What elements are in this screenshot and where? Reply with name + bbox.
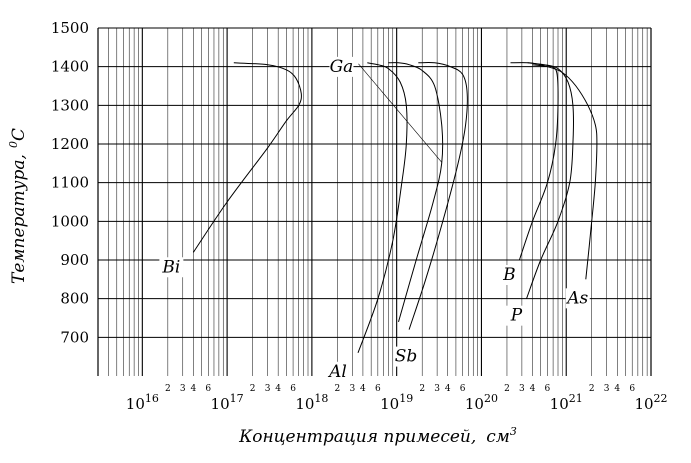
- x-minor-tick-label: 3: [434, 384, 440, 394]
- label-background: [329, 56, 354, 77]
- curve-p: [526, 62, 574, 299]
- label-background: [394, 346, 419, 367]
- x-axis-title: Концентрация примесей, см3: [238, 425, 517, 447]
- y-tick-label: 900: [60, 251, 89, 269]
- x-minor-tick-label: 2: [335, 384, 341, 394]
- curve-label-al: Al: [327, 362, 347, 382]
- x-minor-tick-label: 6: [629, 384, 635, 394]
- curve-al: [357, 62, 408, 353]
- x-tick-label: 1020: [465, 392, 498, 413]
- curve-bi: [192, 62, 302, 253]
- x-minor-tick-label: 6: [545, 384, 551, 394]
- y-tick-label: 1400: [51, 58, 89, 76]
- x-tick-label: 1018: [295, 392, 328, 413]
- tick-labels: 700 800 900 1000 1100 1200 1300 1400 1500 1016 101…: [51, 19, 668, 413]
- y-tick-label: 1200: [51, 135, 89, 153]
- y-tick-label: 1100: [51, 174, 89, 192]
- x-minor-tick-label: 3: [604, 384, 610, 394]
- x-tick-label: 1016: [126, 392, 159, 413]
- x-tick-label: 1017: [211, 392, 244, 413]
- x-minor-tick-label: 6: [460, 384, 466, 394]
- x-minor-tick-label: 6: [290, 384, 296, 394]
- curve-sb: [408, 62, 468, 330]
- curve-label-as: As: [565, 288, 588, 308]
- y-tick-label: 1500: [51, 19, 89, 37]
- x-minor-tick-label: 4: [191, 384, 197, 394]
- series-labels: Bi Al Ga Sb B P As: [159, 56, 590, 382]
- x-minor-tick-label: 2: [165, 384, 171, 394]
- label-background: [159, 257, 184, 278]
- grid: [97, 27, 651, 376]
- axes: [97, 28, 652, 376]
- label-background: [504, 305, 529, 326]
- curve-label-ga: Ga: [330, 57, 354, 77]
- ga-leader-line: [358, 63, 442, 163]
- x-minor-tick-label: 2: [250, 384, 256, 394]
- x-minor-tick-label: 3: [180, 384, 186, 394]
- x-minor-tick-label: 6: [375, 384, 381, 394]
- curve-label-sb: Sb: [395, 347, 418, 367]
- x-minor-tick-label: 2: [504, 384, 510, 394]
- curve-label-b: B: [502, 265, 516, 285]
- x-minor-tick-label: 3: [265, 384, 271, 394]
- x-minor-tick-label: 4: [530, 384, 536, 394]
- x-minor-tick-label: 4: [275, 384, 281, 394]
- label-background: [497, 265, 522, 285]
- x-minor-tick-label: 3: [519, 384, 525, 394]
- y-tick-label: 700: [60, 328, 89, 346]
- curve-as: [532, 64, 598, 280]
- label-background: [565, 288, 590, 309]
- x-minor-tick-label: 4: [614, 384, 620, 394]
- curve-label-p: P: [510, 306, 523, 326]
- y-axis-title: Температура,0C: [7, 128, 29, 284]
- x-minor-tick-label: 6: [205, 384, 211, 394]
- label-background: [326, 361, 351, 382]
- y-tick-label: 1000: [51, 212, 89, 230]
- curve-b: [510, 62, 559, 261]
- series-curves: [192, 62, 598, 353]
- y-tick-label: 800: [60, 290, 89, 308]
- x-minor-tick-label: 3: [349, 384, 355, 394]
- x-minor-tick-label: 4: [445, 384, 451, 394]
- curve-label-bi: Bi: [161, 257, 180, 277]
- x-tick-label: 1021: [550, 392, 583, 413]
- curve-ga: [388, 62, 444, 323]
- x-minor-tick-label: 4: [360, 384, 366, 394]
- x-tick-label: 1019: [380, 392, 413, 413]
- y-tick-label: 1300: [51, 96, 89, 114]
- x-minor-tick-label: 2: [589, 384, 595, 394]
- x-minor-tick-label: 2: [419, 384, 425, 394]
- x-tick-label: 1022: [634, 392, 667, 413]
